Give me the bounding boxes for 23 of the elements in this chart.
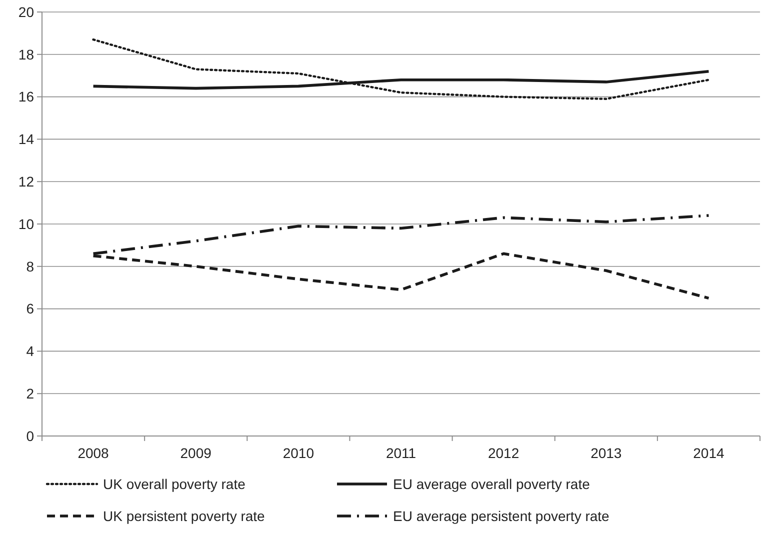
y-tick-label: 20 <box>18 4 34 20</box>
x-tick-label: 2014 <box>693 445 724 461</box>
x-tick-label: 2009 <box>180 445 212 461</box>
x-tick-label: 2010 <box>282 445 314 461</box>
legend-label: EU average persistent poverty rate <box>393 508 610 524</box>
y-tick-label: 2 <box>26 386 34 402</box>
y-tick-label: 16 <box>18 88 34 105</box>
y-tick-label: 8 <box>26 258 34 274</box>
line-series <box>92 38 710 100</box>
legend-label: EU average overall poverty rate <box>393 476 590 492</box>
y-tick-label: 0 <box>26 428 34 444</box>
x-tick-label: 2011 <box>386 445 416 461</box>
y-tick-label: 12 <box>18 174 34 190</box>
legend-label: UK overall poverty rate <box>103 476 246 492</box>
y-tick-label: 18 <box>18 46 34 62</box>
legend-label: UK persistent poverty rate <box>103 508 266 524</box>
x-tick-label: 2008 <box>78 445 110 461</box>
x-tick-label: 2012 <box>488 445 520 461</box>
x-tick-label: 2013 <box>590 445 622 461</box>
y-tick-label: 4 <box>26 343 34 360</box>
y-tick-label: 14 <box>18 131 34 148</box>
y-tick-label: 10 <box>18 216 34 232</box>
y-tick-label: 6 <box>26 300 34 317</box>
